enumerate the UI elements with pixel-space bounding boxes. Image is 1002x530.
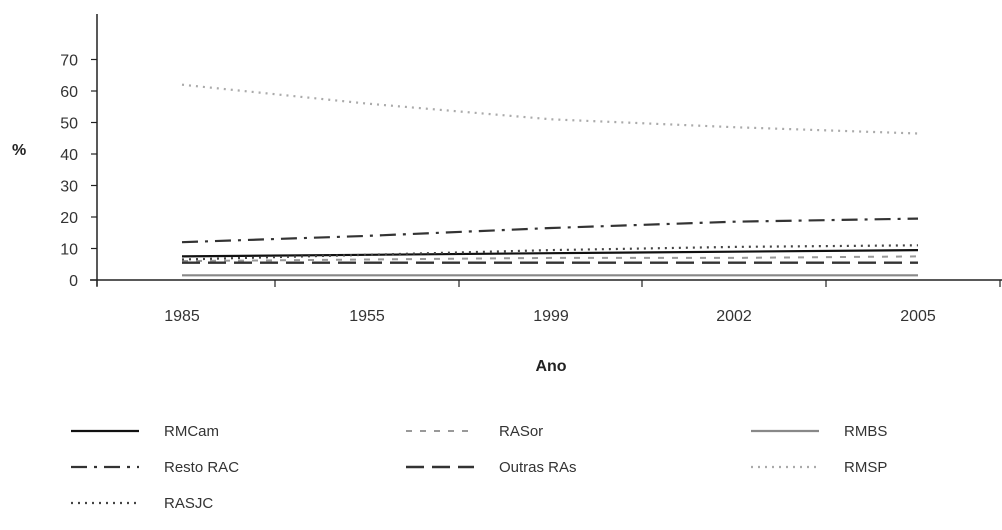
y-tick-group: 0 10 20 30 40 50 60 70 [60, 53, 97, 290]
legend-item-resto-rac: Resto RAC [70, 456, 239, 478]
y-tick-label: 10 [60, 242, 78, 259]
series-group [181, 83, 919, 277]
y-axis: 0 10 20 30 40 50 60 70 [60, 14, 98, 290]
x-tick-label: 1999 [533, 308, 569, 325]
y-tick-label: 70 [60, 53, 78, 70]
legend-label: RMBS [844, 422, 888, 440]
legend-swatch [751, 465, 819, 469]
x-tick-label: 1955 [349, 308, 385, 325]
legend-swatch [406, 465, 474, 469]
legend-item-rasjc: RASJC [70, 492, 213, 514]
x-tick-label: 1985 [164, 308, 200, 325]
legend-swatch [406, 430, 474, 432]
y-tick-label: 50 [60, 116, 78, 133]
legend-label: RASJC [164, 494, 214, 512]
legend-label: RMCam [164, 422, 219, 440]
legend-swatch [71, 465, 139, 469]
x-axis-title: Ano [535, 358, 566, 375]
x-axis: 1985 1955 1999 2002 2005 [90, 279, 1002, 325]
line-chart: 0 10 20 30 40 50 60 70 1985 1955 1999 2002 2005 % A… [12, 14, 1002, 375]
series-line-rmsp [181, 83, 919, 135]
legend-swatch [751, 429, 819, 433]
y-tick-label: 20 [60, 210, 78, 227]
legend-item-rmcam: RMCam [70, 420, 219, 442]
legend-item-rmsp: RMSP [750, 456, 887, 478]
y-tick-label: 60 [60, 84, 78, 101]
y-axis-title: % [12, 142, 26, 159]
legend-item-rasor: RASor [405, 420, 543, 442]
legend: RMCam RASor RMBS Resto RAC Outras RAs RMSP RAS… [70, 420, 970, 530]
legend-swatch [71, 429, 139, 433]
series-line-rasor [181, 255, 919, 263]
y-tick-label: 0 [69, 273, 78, 290]
legend-item-outras-ras: Outras RAs [405, 456, 577, 478]
legend-label: RASor [499, 422, 544, 440]
x-tick-label: 2002 [716, 308, 752, 325]
legend-swatch [71, 501, 139, 505]
legend-label: RMSP [844, 458, 888, 476]
legend-label: Resto RAC [164, 458, 240, 476]
y-tick-label: 40 [60, 147, 78, 164]
x-tick-label: 2005 [900, 308, 936, 325]
series-line-rmcam [181, 249, 919, 258]
series-line-resto-rac [181, 217, 919, 244]
x-tick-group: 1985 1955 1999 2002 2005 [96, 280, 1001, 325]
legend-item-rmbs: RMBS [750, 420, 887, 442]
legend-label: Outras RAs [499, 458, 577, 476]
y-tick-label: 30 [60, 179, 78, 196]
